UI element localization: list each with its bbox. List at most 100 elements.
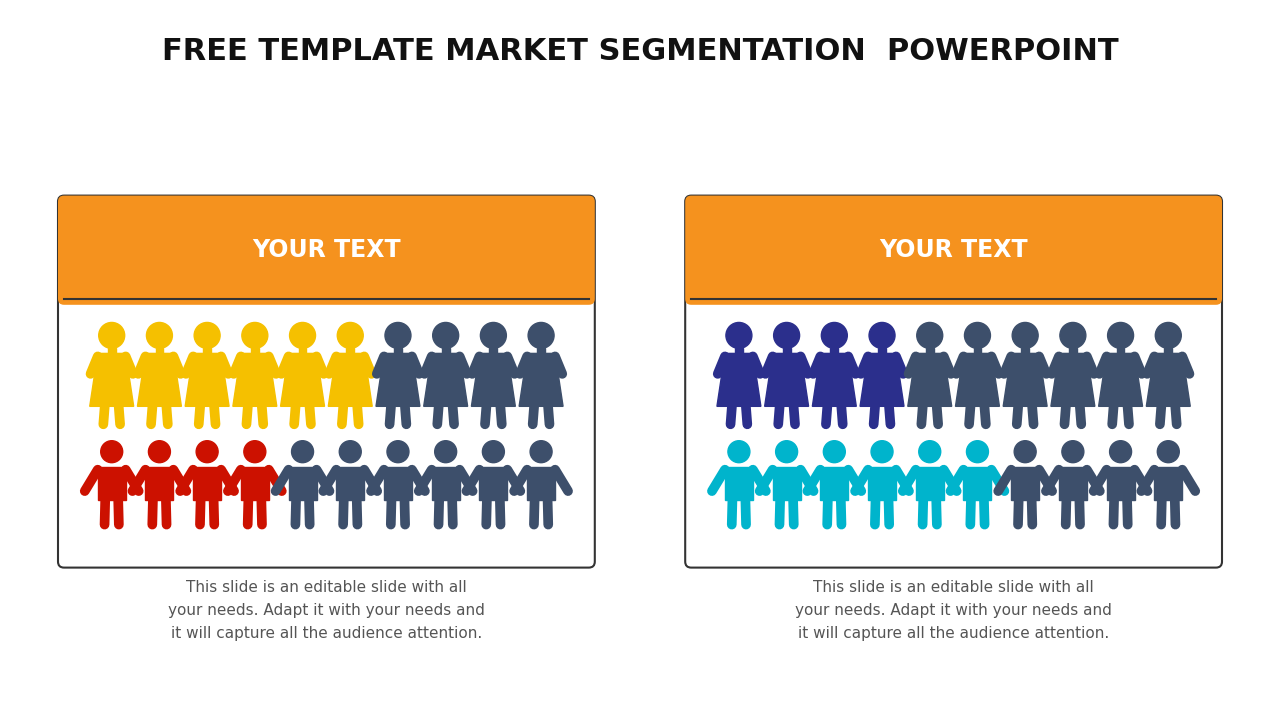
Polygon shape [137, 354, 182, 406]
Circle shape [964, 323, 991, 348]
Bar [691, 246, 1216, 299]
Circle shape [728, 441, 750, 463]
Polygon shape [860, 354, 904, 406]
Circle shape [433, 323, 458, 348]
Bar [480, 467, 507, 500]
Bar [337, 467, 365, 500]
Circle shape [1012, 323, 1038, 348]
Text: This slide is an editable slide with all
your needs. Adapt it with your needs an: This slide is an editable slide with all… [168, 580, 485, 642]
Polygon shape [347, 348, 355, 354]
Polygon shape [90, 354, 133, 406]
Circle shape [99, 323, 124, 348]
Polygon shape [955, 354, 1000, 406]
Bar [288, 467, 316, 500]
Circle shape [292, 441, 314, 463]
Circle shape [1014, 441, 1036, 463]
Circle shape [387, 441, 408, 463]
Circle shape [101, 441, 123, 463]
FancyBboxPatch shape [685, 196, 1222, 305]
Polygon shape [735, 348, 742, 354]
Polygon shape [538, 348, 545, 354]
Polygon shape [442, 348, 449, 354]
Polygon shape [974, 348, 982, 354]
Polygon shape [204, 348, 211, 354]
Circle shape [244, 441, 266, 463]
Circle shape [1110, 441, 1132, 463]
Bar [1011, 467, 1039, 500]
Circle shape [776, 441, 797, 463]
Polygon shape [908, 354, 952, 406]
Polygon shape [925, 348, 933, 354]
Bar [97, 467, 125, 500]
Circle shape [435, 441, 457, 463]
Circle shape [337, 323, 364, 348]
Polygon shape [471, 354, 516, 406]
Circle shape [919, 441, 941, 463]
Polygon shape [186, 354, 229, 406]
Circle shape [289, 323, 316, 348]
Circle shape [196, 441, 218, 463]
Polygon shape [1004, 354, 1047, 406]
Bar [431, 467, 460, 500]
Circle shape [339, 441, 361, 463]
Bar [724, 467, 753, 500]
Polygon shape [280, 354, 325, 406]
Circle shape [1157, 441, 1179, 463]
Circle shape [529, 323, 554, 348]
Bar [241, 467, 269, 500]
Polygon shape [298, 348, 306, 354]
Bar [193, 467, 221, 500]
Bar [384, 467, 412, 500]
Text: YOUR TEXT: YOUR TEXT [879, 238, 1028, 262]
Circle shape [146, 323, 173, 348]
Circle shape [385, 323, 411, 348]
Polygon shape [424, 354, 467, 406]
Polygon shape [489, 348, 497, 354]
Polygon shape [878, 348, 886, 354]
Bar [820, 467, 849, 500]
Text: FREE TEMPLATE MARKET SEGMENTATION  POWERPOINT: FREE TEMPLATE MARKET SEGMENTATION POWERP… [161, 37, 1119, 66]
Circle shape [1062, 441, 1084, 463]
FancyBboxPatch shape [58, 196, 595, 567]
Polygon shape [717, 354, 760, 406]
Polygon shape [233, 354, 276, 406]
Polygon shape [831, 348, 838, 354]
Text: This slide is an editable slide with all
your needs. Adapt it with your needs an: This slide is an editable slide with all… [795, 580, 1112, 642]
Polygon shape [783, 348, 791, 354]
Polygon shape [1116, 348, 1124, 354]
Circle shape [1060, 323, 1085, 348]
Bar [1059, 467, 1087, 500]
FancyBboxPatch shape [58, 196, 595, 305]
Circle shape [242, 323, 268, 348]
Circle shape [1156, 323, 1181, 348]
Text: YOUR TEXT: YOUR TEXT [252, 238, 401, 262]
Bar [773, 467, 800, 500]
Bar [1107, 467, 1134, 500]
Bar [915, 467, 943, 500]
Polygon shape [813, 354, 856, 406]
Polygon shape [1147, 354, 1190, 406]
Circle shape [823, 441, 845, 463]
Circle shape [148, 441, 170, 463]
Circle shape [869, 323, 895, 348]
Bar [64, 246, 589, 299]
Circle shape [726, 323, 751, 348]
Circle shape [916, 323, 943, 348]
Bar [868, 467, 896, 500]
Polygon shape [156, 348, 164, 354]
Polygon shape [1051, 354, 1094, 406]
Polygon shape [394, 348, 402, 354]
Polygon shape [764, 354, 809, 406]
FancyBboxPatch shape [685, 196, 1222, 567]
Bar [146, 467, 173, 500]
Polygon shape [251, 348, 259, 354]
Polygon shape [1165, 348, 1172, 354]
Bar [1155, 467, 1183, 500]
Circle shape [872, 441, 893, 463]
Circle shape [480, 323, 507, 348]
Polygon shape [376, 354, 420, 406]
Polygon shape [108, 348, 115, 354]
Polygon shape [520, 354, 563, 406]
Polygon shape [1069, 348, 1076, 354]
Polygon shape [1098, 354, 1143, 406]
